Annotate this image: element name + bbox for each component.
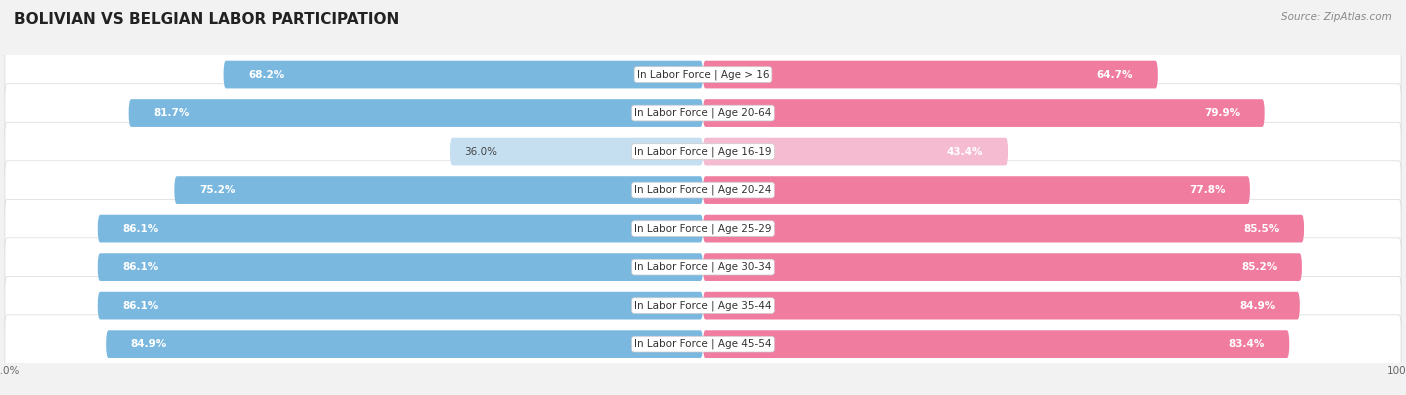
Text: 81.7%: 81.7% bbox=[153, 108, 190, 118]
Text: In Labor Force | Age 35-44: In Labor Force | Age 35-44 bbox=[634, 300, 772, 311]
FancyBboxPatch shape bbox=[174, 176, 703, 204]
Text: In Labor Force | Age 25-29: In Labor Force | Age 25-29 bbox=[634, 223, 772, 234]
Text: In Labor Force | Age 30-34: In Labor Force | Age 30-34 bbox=[634, 262, 772, 273]
FancyBboxPatch shape bbox=[6, 238, 1400, 296]
FancyBboxPatch shape bbox=[703, 253, 1302, 281]
Text: 84.9%: 84.9% bbox=[1239, 301, 1275, 310]
Text: 68.2%: 68.2% bbox=[247, 70, 284, 79]
FancyBboxPatch shape bbox=[6, 45, 1400, 104]
Text: 86.1%: 86.1% bbox=[122, 224, 159, 233]
Text: 43.4%: 43.4% bbox=[948, 147, 984, 156]
FancyBboxPatch shape bbox=[6, 315, 1400, 373]
FancyBboxPatch shape bbox=[703, 176, 1250, 204]
FancyBboxPatch shape bbox=[703, 330, 1289, 358]
Text: 36.0%: 36.0% bbox=[464, 147, 496, 156]
Text: 83.4%: 83.4% bbox=[1229, 339, 1265, 349]
FancyBboxPatch shape bbox=[105, 330, 703, 358]
Text: 75.2%: 75.2% bbox=[200, 185, 235, 195]
FancyBboxPatch shape bbox=[450, 138, 703, 166]
FancyBboxPatch shape bbox=[703, 61, 1159, 88]
Text: 85.2%: 85.2% bbox=[1241, 262, 1277, 272]
FancyBboxPatch shape bbox=[6, 199, 1400, 258]
FancyBboxPatch shape bbox=[98, 253, 703, 281]
Text: Source: ZipAtlas.com: Source: ZipAtlas.com bbox=[1281, 12, 1392, 22]
Text: 64.7%: 64.7% bbox=[1097, 70, 1133, 79]
Text: 77.8%: 77.8% bbox=[1189, 185, 1226, 195]
Text: BOLIVIAN VS BELGIAN LABOR PARTICIPATION: BOLIVIAN VS BELGIAN LABOR PARTICIPATION bbox=[14, 12, 399, 27]
FancyBboxPatch shape bbox=[6, 161, 1400, 219]
FancyBboxPatch shape bbox=[703, 215, 1305, 243]
FancyBboxPatch shape bbox=[98, 292, 703, 320]
Text: 86.1%: 86.1% bbox=[122, 301, 159, 310]
Text: 85.5%: 85.5% bbox=[1243, 224, 1279, 233]
FancyBboxPatch shape bbox=[98, 215, 703, 243]
Text: 86.1%: 86.1% bbox=[122, 262, 159, 272]
FancyBboxPatch shape bbox=[6, 84, 1400, 142]
FancyBboxPatch shape bbox=[703, 292, 1299, 320]
FancyBboxPatch shape bbox=[6, 276, 1400, 335]
Text: In Labor Force | Age 20-64: In Labor Force | Age 20-64 bbox=[634, 108, 772, 118]
Text: In Labor Force | Age 20-24: In Labor Force | Age 20-24 bbox=[634, 185, 772, 196]
Text: 84.9%: 84.9% bbox=[131, 339, 167, 349]
FancyBboxPatch shape bbox=[6, 122, 1400, 181]
FancyBboxPatch shape bbox=[703, 138, 1008, 166]
Text: 79.9%: 79.9% bbox=[1204, 108, 1240, 118]
FancyBboxPatch shape bbox=[224, 61, 703, 88]
FancyBboxPatch shape bbox=[703, 99, 1265, 127]
Text: In Labor Force | Age 16-19: In Labor Force | Age 16-19 bbox=[634, 146, 772, 157]
Text: In Labor Force | Age > 16: In Labor Force | Age > 16 bbox=[637, 69, 769, 80]
FancyBboxPatch shape bbox=[128, 99, 703, 127]
Text: In Labor Force | Age 45-54: In Labor Force | Age 45-54 bbox=[634, 339, 772, 350]
